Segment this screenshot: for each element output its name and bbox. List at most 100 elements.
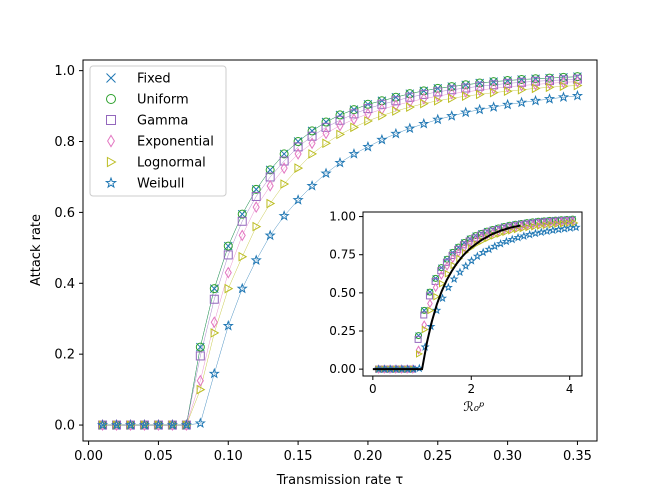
data-point-lognormal [448, 93, 457, 104]
data-point-weibull [306, 179, 318, 191]
data-point-lognormal [420, 98, 429, 109]
inset-data-point-gamma [459, 241, 467, 249]
data-point-lognormal [489, 87, 499, 98]
data-point-weibull [474, 103, 486, 115]
inset-data-point-gamma [448, 251, 456, 259]
main-plot: 0.00 0.05 0.10 0.15 0.20 0.25 0.30 0.35 0.00.20… [29, 59, 598, 488]
inset-data-point-weibull [548, 225, 558, 235]
data-point-gamma [279, 156, 289, 166]
data-point-lognormal [238, 251, 248, 262]
inset-data-point-gamma [437, 267, 445, 275]
inset-data-point-weibull [467, 256, 477, 265]
inset-data-point-lognormal [548, 220, 556, 229]
legend-label: Lognormal [137, 156, 206, 171]
inset-data-point-weibull [496, 238, 506, 248]
data-point-weibull [390, 127, 402, 139]
data-point-weibull [264, 229, 276, 241]
data-point-exponential [406, 95, 414, 108]
inset-data-point-exponential [438, 270, 445, 281]
data-point-weibull [152, 419, 165, 430]
x-tick-label: 0.30 [493, 449, 522, 464]
data-point-lognormal [462, 91, 471, 102]
y-tick-label: 0.0 [54, 419, 75, 434]
data-point-weibull [278, 210, 290, 221]
data-point-weibull [222, 319, 234, 331]
inset-theory-curve [372, 224, 521, 371]
data-point-lognormal [322, 138, 332, 149]
inset-data-point-gamma [420, 311, 428, 319]
legend-item-lognormal: Lognormal [106, 156, 206, 171]
legend-box [89, 65, 227, 197]
data-point-exponential [252, 201, 260, 214]
data-point-gamma [405, 92, 415, 102]
x-tick-label: 0.15 [284, 449, 313, 464]
data-point-exponential [559, 76, 568, 89]
data-point-uniform [279, 149, 289, 159]
inset-data-point-lognormal [502, 228, 510, 237]
legend-label: Uniform [137, 93, 189, 108]
inset-data-point-weibull [472, 251, 482, 261]
data-point-lognormal [364, 116, 373, 126]
data-point-gamma [447, 85, 457, 95]
data-point-uniform [251, 184, 261, 194]
inset-data-point-exponential [421, 320, 428, 330]
data-point-exponential [434, 90, 442, 103]
inset-data-point-lognormal [433, 292, 441, 301]
data-point-exponential [266, 179, 274, 192]
data-point-uniform [307, 126, 317, 136]
main-y-axis: 0.0 0.2 0.4 0.6 0.8 1.0 [54, 64, 83, 434]
inset-data-point-gamma [414, 335, 422, 343]
inset-data-point-weibull [484, 244, 494, 254]
inset-x-tick-label: 2 [467, 382, 475, 396]
data-point-gamma [223, 250, 233, 260]
inset-data-point-weibull [536, 227, 546, 237]
x-tick-label: 0.35 [563, 449, 592, 464]
data-point-exponential [573, 75, 582, 88]
data-point-lognormal [531, 83, 541, 94]
inset-data-point-weibull [513, 232, 523, 242]
inset-data-point-weibull [443, 282, 453, 292]
data-point-gamma [237, 216, 247, 226]
data-point-gamma [433, 87, 443, 97]
data-point-gamma [377, 99, 387, 109]
inset-data-point-uniform [454, 243, 462, 251]
inset-data-point-weibull [542, 226, 552, 236]
data-point-weibull [515, 96, 528, 108]
data-point-weibull [529, 94, 542, 106]
inset-data-point-exponential [444, 261, 450, 271]
data-point-gamma [293, 142, 303, 152]
inset-data-point-lognormal [531, 222, 539, 231]
main-series-weibull [96, 89, 584, 430]
inset-x-axis: 0 2 4 [369, 376, 574, 396]
data-point-exponential [294, 147, 302, 160]
inset-data-point-uniform [415, 332, 423, 340]
main-series-lognormal [98, 80, 583, 430]
inset-data-point-gamma [425, 292, 433, 300]
inset-data-point-lognormal [416, 350, 423, 358]
inset-data-point-gamma [442, 258, 450, 266]
data-point-gamma [391, 96, 401, 106]
legend-item-uniform: Uniform [106, 93, 189, 108]
inset-plot: 0 2 4 0.00 0.25 0.50 0.75 1.00 ℛ₀ᵖ [329, 210, 583, 415]
inset-plot-frame [362, 211, 583, 377]
data-point-exponential [196, 374, 204, 387]
data-point-gamma [195, 351, 205, 361]
inset-y-tick-label: 0.25 [329, 324, 356, 338]
inset-data-point-lognormal [513, 225, 521, 234]
inset-y-axis: 0.00 0.25 0.50 0.75 1.00 [329, 210, 363, 376]
data-point-uniform [237, 209, 247, 219]
inset-data-point-weibull [449, 274, 459, 283]
data-point-uniform [223, 241, 233, 251]
data-point-lognormal [573, 80, 583, 91]
y-tick-label: 0.2 [54, 348, 75, 363]
y-tick-label: 0.8 [54, 135, 75, 150]
inset-data-point-uniform [466, 235, 474, 243]
data-point-exponential [545, 77, 554, 90]
inset-series-weibull [374, 222, 581, 373]
data-point-weibull [557, 91, 570, 102]
inset-x-axis-label: ℛ₀ᵖ [463, 400, 485, 415]
inset-data-point-lognormal [439, 279, 446, 288]
data-point-lognormal [545, 82, 555, 93]
data-point-lognormal [350, 122, 359, 133]
